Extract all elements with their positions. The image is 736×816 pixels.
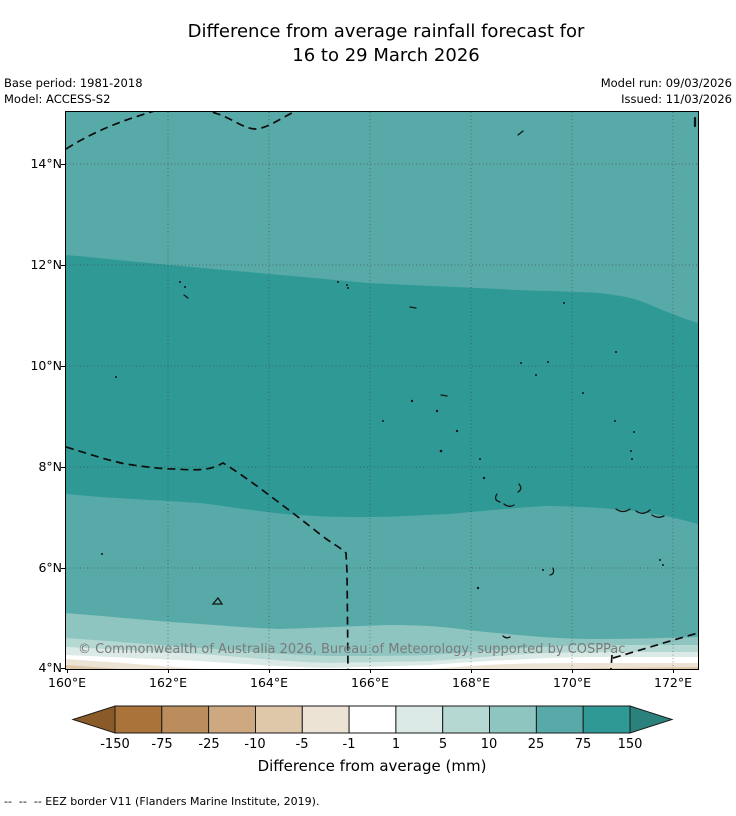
colorbar-segment	[535, 705, 584, 734]
page-subtitle: 16 to 29 March 2026	[292, 45, 480, 66]
colorbar-segment	[161, 705, 210, 734]
tick-mark	[61, 568, 65, 569]
lon-label-172e: 172°E	[653, 675, 693, 690]
colorbar-tick: -75	[151, 737, 173, 752]
tick-mark	[61, 668, 65, 669]
tick-mark	[67, 669, 68, 673]
tick-mark	[61, 265, 65, 266]
contour-band-25-75-south	[66, 494, 698, 669]
tick-mark	[168, 669, 169, 673]
colorbar-arrow-right	[629, 705, 674, 734]
tick-mark	[572, 669, 573, 673]
tick-mark	[61, 467, 65, 468]
model-run-text: Model run: 09/03/2026	[600, 76, 732, 90]
lon-label-168e: 168°E	[451, 675, 491, 690]
tick-mark	[370, 669, 371, 673]
colorbar-segment	[489, 705, 537, 734]
lat-label-10n: 10°N	[30, 358, 62, 373]
colorbar-segment	[208, 705, 257, 734]
copyright-watermark: © Commonwealth of Australia 2026, Bureau…	[78, 642, 625, 657]
base-period-text: Base period: 1981-2018	[4, 76, 143, 90]
colorbar-segment	[582, 705, 631, 734]
colorbar	[71, 705, 674, 734]
colorbar-arrow-left	[71, 705, 116, 734]
colorbar-tick: 5	[438, 737, 448, 752]
lon-label-166e: 166°E	[350, 675, 390, 690]
tick-mark	[61, 366, 65, 367]
graticule-gridlines	[66, 112, 698, 669]
lon-label-162e: 162°E	[148, 675, 188, 690]
colorbar-tick: -10	[244, 737, 266, 752]
eez-border-lines	[65, 103, 699, 670]
island-outlines	[183, 116, 697, 639]
colorbar-segment	[255, 705, 303, 734]
model-text: Model: ACCESS-S2	[4, 92, 111, 106]
lon-label-170e: 170°E	[552, 675, 592, 690]
tick-mark	[269, 669, 270, 673]
colorbar-segment	[442, 705, 491, 734]
lat-label-14n: 14°N	[30, 156, 62, 171]
colorbar-axis-label: Difference from average (mm)	[257, 757, 487, 775]
colorbar-tick: -25	[198, 737, 220, 752]
tick-mark	[471, 669, 472, 673]
map-canvas: © Commonwealth of Australia 2026, Bureau…	[65, 103, 699, 675]
eez-legend-note: -- -- -- EEZ border V11 (Flanders Marine…	[4, 795, 320, 808]
lat-label-8n: 8°N	[38, 459, 62, 474]
lat-label-4n: 4°N	[38, 660, 62, 675]
colorbar-tick: 25	[527, 737, 545, 752]
colorbar-tick: -1	[342, 737, 356, 752]
colorbar-tick: -5	[295, 737, 309, 752]
colorbar-tick: 10	[480, 737, 498, 752]
colorbar-tick: 150	[617, 737, 643, 752]
colorbar-segment	[348, 705, 397, 734]
rainfall-contour-map: © Commonwealth of Australia 2026, Bureau…	[65, 103, 699, 675]
page-title: Difference from average rainfall forecas…	[187, 21, 585, 42]
colorbar-tick: 75	[574, 737, 592, 752]
lon-label-164e: 164°E	[249, 675, 289, 690]
colorbar-segment	[114, 705, 163, 734]
colorbar-segment	[301, 705, 350, 734]
island-dots	[101, 281, 664, 590]
lat-label-6n: 6°N	[38, 560, 62, 575]
contour-band-25-75-north	[66, 112, 698, 323]
colorbar-tick: -150	[100, 737, 130, 752]
colorbar-tick: 1	[391, 737, 401, 752]
tick-mark	[673, 669, 674, 673]
colorbar-segment	[395, 705, 444, 734]
lon-label-160e: 160°E	[47, 675, 87, 690]
contour-band-m5-m1	[66, 659, 698, 671]
lat-label-12n: 12°N	[30, 257, 62, 272]
issued-text: Issued: 11/03/2026	[621, 92, 732, 106]
tick-mark	[61, 164, 65, 165]
